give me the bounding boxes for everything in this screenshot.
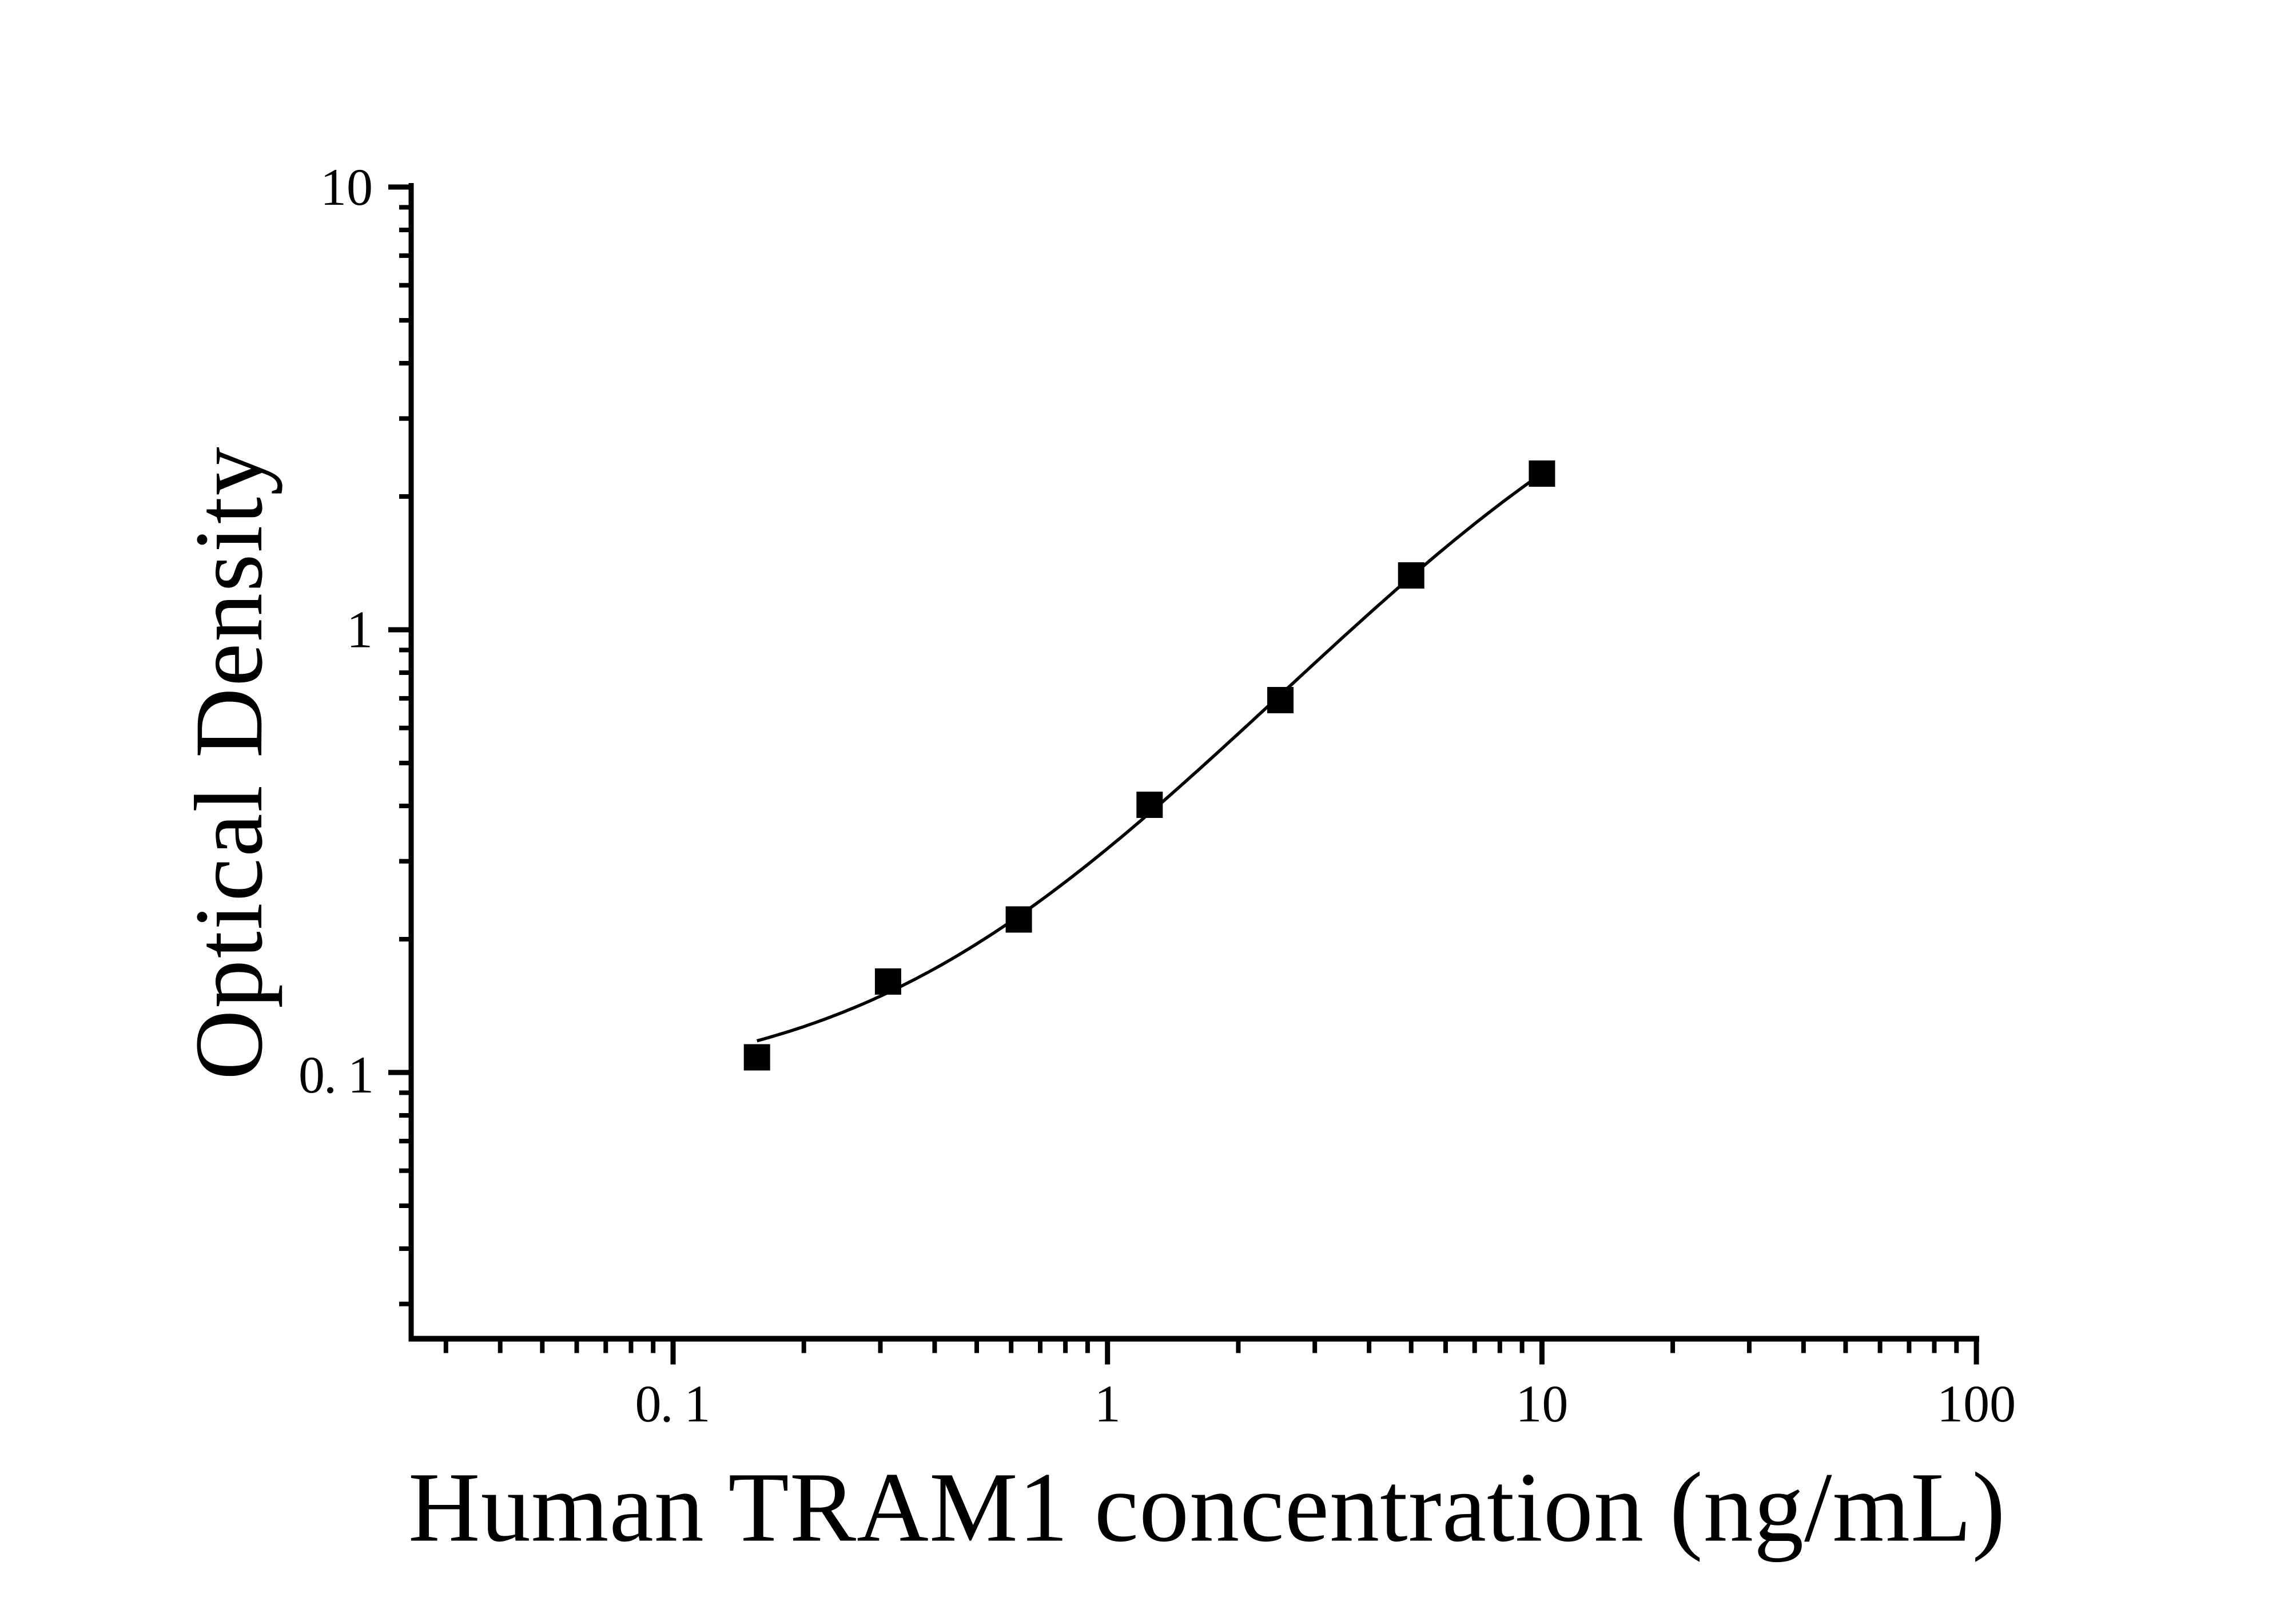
svg-text:1: 1 [347, 601, 373, 659]
svg-text:Optical Density: Optical Density [175, 446, 282, 1080]
svg-text:0. 1: 0. 1 [299, 1046, 373, 1104]
svg-text:10: 10 [320, 158, 373, 216]
svg-text:10: 10 [1515, 1374, 1568, 1433]
svg-text:0. 1: 0. 1 [635, 1374, 710, 1433]
svg-text:Human TRAM1 concentration (ng/: Human TRAM1 concentration (ng/mL) [408, 1452, 2006, 1563]
svg-text:1: 1 [1095, 1374, 1121, 1433]
svg-text:100: 100 [1937, 1374, 2016, 1433]
